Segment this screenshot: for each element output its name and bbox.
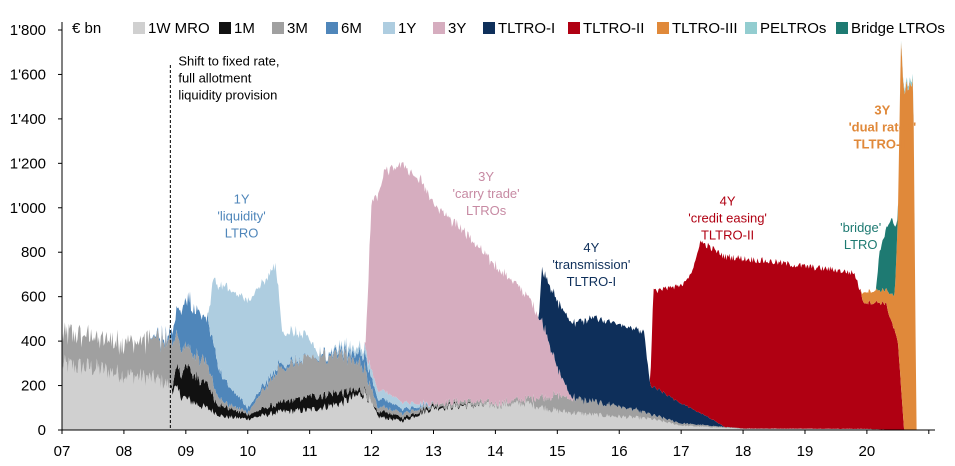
y-tick-label: 1'800 [10,22,46,39]
annotation-tltro-3: 3Y [874,102,890,117]
annotation-bridge: LTRO [844,237,878,252]
x-tick-label: 15 [549,443,566,460]
y-tick-label: 1'000 [10,200,46,217]
annotation-tltro-2: 4Y [720,194,736,209]
x-tick-label: 12 [363,443,380,460]
annotation-ltro-1y: LTRO [225,225,259,240]
annotation-tltro-1: 4Y [583,240,599,255]
annotation-fixed-rate: Shift to fixed rate, [178,54,279,69]
unit-label: € bn [72,20,101,37]
legend-label: 1M [234,20,255,37]
y-tick-label: 1'600 [10,66,46,83]
legend-swatch [657,22,669,34]
annotation-tltro-1: TLTRO-I [567,274,617,289]
annotation-fixed-rate: liquidity provision [178,88,277,103]
x-tick-label: 16 [611,443,628,460]
annotation-ltro-3y: 3Y [478,169,494,184]
legend-swatch [433,22,445,34]
legend-swatch [133,22,145,34]
annotations: Shift to fixed rate, full allotment liquid… [178,54,916,290]
annotation-tltro-3: TLTRO-III [854,136,912,151]
annotation-ltro-1y: 'liquidity' [217,208,265,223]
x-tick-label: 08 [116,443,133,460]
legend-label: 3Y [448,20,466,37]
y-tick-label: 0 [38,422,46,439]
x-tick-label: 13 [425,443,442,460]
annotation-ltro-3y: LTROs [466,203,507,218]
legend-label: 3M [287,20,308,37]
annotation-tltro-3: 'dual rates' [849,119,917,134]
legend-label: 1Y [398,20,416,37]
legend-swatch [383,22,395,34]
x-tick-label: 09 [177,443,194,460]
y-tick-label: 200 [21,378,46,395]
legend-label: PELTROs [760,20,826,37]
annotation-ltro-3y: 'carry trade' [453,186,520,201]
x-tick-label: 11 [302,443,318,460]
legend-swatch [219,22,231,34]
x-tick-label: 17 [673,443,690,460]
x-tick-label: 18 [735,443,752,460]
legend-label: Bridge LTROs [851,20,945,37]
annotation-fixed-rate: full allotment [178,71,251,86]
legend-label: TLTRO-III [672,20,738,37]
legend-label: 6M [341,20,362,37]
x-tick-label: 07 [54,443,71,460]
legend: 1W MRO 1M 3M 6M 1Y 3Y TLTRO-I TLTRO-II TLTRO-III… [133,20,945,37]
x-tick-label: 14 [487,443,504,460]
legend-swatch [483,22,495,34]
annotation-tltro-1: 'transmission' [552,257,630,272]
x-tick-label: 20 [859,443,876,460]
legend-swatch [568,22,580,34]
legend-label: TLTRO-I [498,20,555,37]
annotation-ltro-1y: 1Y [234,191,250,206]
ecb-operations-chart: 0 200 400 600 800 1'000 1'200 1'400 1'600 1'800 07… [0,0,955,466]
chart-root: 0 200 400 600 800 1'000 1'200 1'400 1'600 1'800 07… [0,0,955,466]
y-tick-label: 400 [21,333,46,350]
legend-swatch [326,22,338,34]
legend-label: 1W MRO [148,20,210,37]
y-tick-label: 1'200 [10,155,46,172]
annotation-tltro-2: TLTRO-II [701,228,754,243]
x-tick-label: 10 [239,443,256,460]
legend-label: TLTRO-II [583,20,644,37]
annotation-tltro-2: 'credit easing' [688,211,767,226]
y-tick-label: 600 [21,289,46,306]
annotation-bridge: 'bridge' [840,220,881,235]
x-tick-label: 19 [797,443,814,460]
legend-swatch [272,22,284,34]
y-tick-label: 1'400 [10,111,46,128]
legend-swatch [745,22,757,34]
legend-swatch [836,22,848,34]
y-tick-label: 800 [21,244,46,261]
